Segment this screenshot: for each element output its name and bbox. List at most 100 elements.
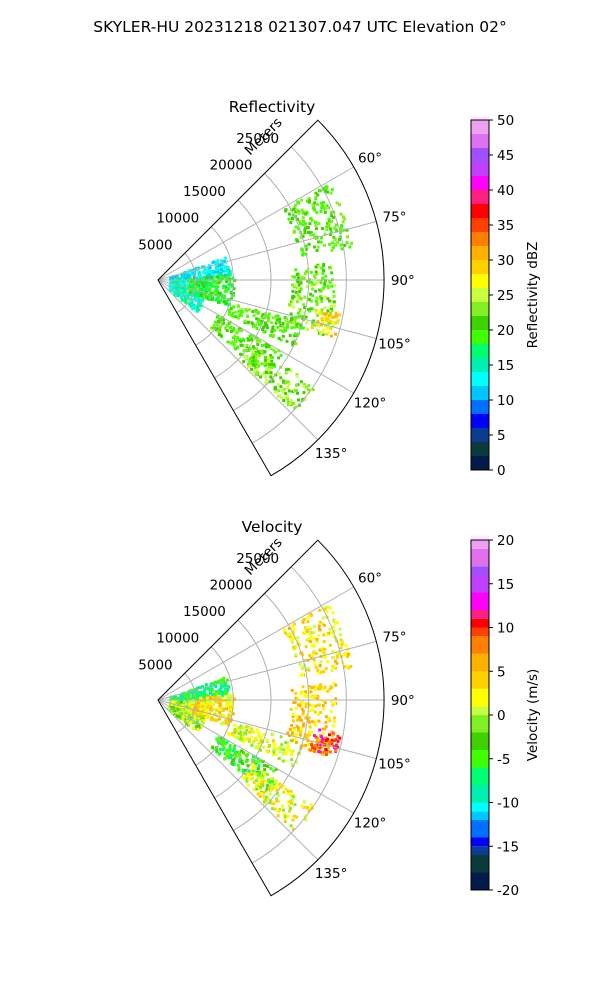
echo-gate — [202, 279, 206, 283]
colorbar-segment — [471, 846, 489, 856]
echo-gate — [295, 325, 299, 329]
echo-gate — [316, 320, 320, 324]
echo-gate — [299, 323, 302, 327]
echo-gate — [321, 741, 324, 745]
echo-gate — [211, 280, 215, 284]
echo-gate — [223, 289, 227, 293]
echo-gate — [274, 390, 278, 394]
echo-gate — [279, 786, 283, 790]
echo-gate — [339, 638, 343, 642]
echo-gate — [324, 295, 328, 299]
echo-gate — [297, 311, 301, 315]
echo-gate — [315, 302, 319, 305]
echo-gate — [331, 650, 335, 654]
echo-gate — [201, 713, 205, 717]
colorbar-segment — [471, 274, 489, 288]
echo-gate — [243, 737, 247, 741]
echo-gate — [189, 281, 192, 285]
echo-gate — [275, 797, 279, 801]
echo-gate — [227, 714, 231, 718]
echo-gate — [231, 311, 235, 315]
echo-gate — [306, 667, 310, 671]
range-tick-label: 10000 — [156, 211, 199, 227]
colorbar-tick-label: -20 — [497, 883, 519, 899]
echo-gate — [169, 288, 173, 292]
echo-gate — [189, 703, 193, 707]
echo-gate — [193, 709, 197, 713]
echo-gate — [175, 287, 179, 291]
echo-gate — [320, 317, 324, 321]
echo-gate — [208, 688, 212, 692]
echo-gate — [296, 286, 300, 290]
echo-gate — [349, 665, 353, 668]
echo-gate — [268, 792, 272, 796]
echo-gate — [328, 279, 331, 283]
echo-gate — [286, 731, 290, 735]
echo-gate — [226, 697, 230, 701]
echo-gate — [338, 313, 342, 317]
echo-gate — [299, 726, 303, 730]
echo-gate — [187, 716, 191, 720]
echo-gate — [314, 735, 318, 739]
panels: Reflectivity500010000150002000025000Mete… — [138, 98, 541, 899]
echo-gate — [298, 309, 302, 313]
echo-gate — [241, 337, 245, 341]
echo-gate — [220, 740, 224, 744]
echo-gate — [311, 322, 315, 326]
echo-gate — [316, 328, 320, 332]
echo-gate — [247, 349, 251, 352]
echo-cell — [226, 723, 303, 768]
echo-gate — [265, 323, 269, 327]
echo-gate — [267, 360, 271, 364]
echo-gate — [244, 772, 248, 776]
echo-gate — [284, 392, 288, 396]
echo-gate — [214, 298, 218, 302]
echo-gate — [262, 325, 266, 329]
echo-gate — [202, 265, 206, 269]
echo-gate — [323, 749, 327, 753]
echo-gate — [316, 737, 320, 741]
echo-gate — [195, 297, 199, 301]
echo-gate — [288, 334, 292, 338]
echo-gate — [212, 703, 216, 707]
echo-gate — [256, 337, 259, 341]
echo-gate — [295, 238, 299, 242]
echo-gate — [241, 736, 245, 740]
echo-gate — [311, 287, 315, 291]
echo-gate — [223, 752, 227, 756]
echo-gate — [236, 750, 240, 754]
echo-gate — [179, 717, 183, 721]
echo-gate — [321, 227, 324, 231]
colorbar-segment — [471, 232, 489, 246]
echo-gate — [320, 266, 324, 270]
echo-gate — [327, 217, 331, 221]
echo-gate — [183, 280, 187, 284]
echo-cell — [284, 185, 354, 257]
echo-gate — [331, 320, 335, 324]
echo-gate — [303, 224, 307, 228]
echo-gate — [303, 306, 307, 309]
echo-gate — [282, 784, 285, 788]
echo-gate — [252, 780, 256, 784]
echo-gate — [302, 805, 306, 809]
colorbar-segment — [471, 811, 489, 821]
echo-gate — [301, 397, 305, 401]
echo-gate — [268, 801, 272, 805]
echo-gate — [214, 699, 218, 703]
echo-gate — [340, 247, 344, 251]
echo-gate — [271, 748, 275, 752]
echo-gate — [216, 293, 220, 297]
echo-gate — [275, 799, 279, 803]
echo-gate — [230, 330, 234, 333]
echo-gate — [240, 759, 244, 763]
echo-gate — [262, 764, 266, 767]
echo-gate — [291, 390, 295, 393]
echo-gate — [218, 331, 222, 335]
range-tick-label: 20000 — [210, 157, 253, 173]
echo-gate — [263, 768, 267, 772]
azimuth-tick-label: 75° — [383, 210, 407, 226]
echo-gate — [201, 685, 205, 689]
echo-gate — [182, 702, 185, 706]
echo-gate — [198, 685, 202, 689]
range-tick-label: 20000 — [210, 577, 253, 593]
